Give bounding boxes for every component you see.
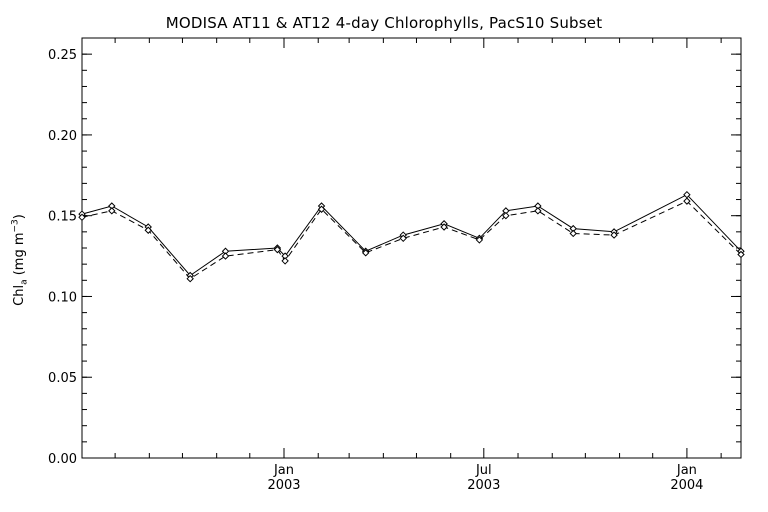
series-line-1 <box>81 194 742 277</box>
x-tick-label-year: 2003 <box>267 478 300 493</box>
data-point-marker <box>273 245 282 254</box>
data-point-marker <box>399 234 407 243</box>
x-tick-label-month: Jan <box>676 463 697 478</box>
y-axis: 0.00 0.05 0.10 0.15 0.20 0.25 <box>48 37 741 467</box>
x-tick-label-month: Jul <box>475 463 492 478</box>
data-point-marker <box>534 207 542 215</box>
x-tick-label-year: 2004 <box>670 478 703 493</box>
data-point-marker <box>683 197 691 205</box>
data-point-marker <box>317 205 326 213</box>
data-point-marker <box>610 231 618 239</box>
data-point-marker <box>108 207 116 215</box>
data-point-marker <box>221 252 230 260</box>
data-point-marker <box>361 249 370 257</box>
data-point-marker <box>144 226 152 234</box>
x-tick-label-year: 2003 <box>467 478 500 493</box>
y-tick-label: 0.15 <box>48 210 77 225</box>
data-point-marker <box>78 213 86 222</box>
y-tick-label: 0.00 <box>48 452 77 467</box>
data-point-marker <box>502 211 510 220</box>
y-tick-label: 0.25 <box>48 48 77 63</box>
y-tick-label: 0.10 <box>48 290 77 305</box>
data-point-marker <box>475 236 484 244</box>
data-point-marker <box>440 223 448 231</box>
y-tick-label: 0.20 <box>48 129 77 144</box>
plot-frame <box>81 37 742 459</box>
series-line-2 <box>81 200 742 280</box>
data-point-marker <box>186 274 194 283</box>
data-point-marker <box>569 229 577 238</box>
data-point-marker <box>281 257 289 265</box>
y-tick-label: 0.05 <box>48 371 77 386</box>
chart-title: MODISA AT11 & AT12 4-day Chlorophylls, P… <box>165 14 603 32</box>
series-group <box>78 190 745 283</box>
x-tick-label-month: Jan <box>273 463 294 478</box>
data-point-marker <box>737 250 745 259</box>
